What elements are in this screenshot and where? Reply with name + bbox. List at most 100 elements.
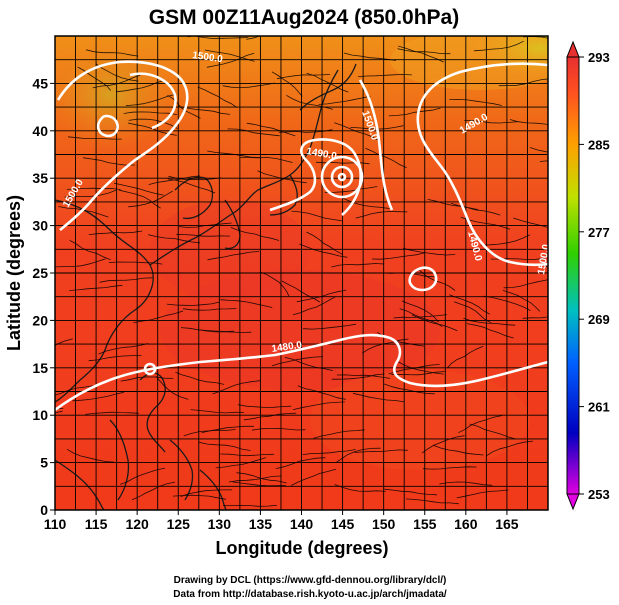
y-tick-label: 45 [32,75,48,91]
streamline [483,295,531,311]
streamline [331,263,385,268]
colorbar-tick-label: 285 [588,137,610,152]
contour-1490-east [416,62,548,267]
colorbar: 253 261 269 277 285 293 [566,40,610,511]
contour-low-center-3 [337,172,347,182]
y-tick-label: 35 [32,170,48,186]
streamline [148,234,201,244]
streamline [228,475,282,483]
streamline [176,233,231,237]
streamline [331,373,385,380]
streamline [542,262,548,268]
contour-low-east [408,266,438,292]
streamline [306,72,349,93]
contour-inner-nw [129,72,177,130]
streamline [220,299,273,308]
streamline [64,189,117,198]
streamline [125,94,176,107]
streamline [275,457,326,469]
streamline [469,423,517,440]
streamline [432,444,484,456]
x-axis-ticks: 110 115 120 125 130 135 140 145 150 155 160 165 [44,510,519,532]
credit-drawing: Drawing by DCL (https://www.gfd-dennou.o… [174,575,447,586]
streamline [119,189,161,209]
streamline [473,40,524,52]
streamline [86,49,139,57]
streamline [206,52,255,68]
streamline [240,157,293,163]
streamline [85,411,139,415]
streamline [199,441,251,451]
y-tick-label: 0 [40,502,48,518]
streamline [82,157,135,166]
streamline [123,111,177,115]
streamline [334,122,379,141]
streamline [284,357,333,371]
contour-1480-south [55,333,548,412]
colorbar-tick-label: 261 [588,400,610,415]
colorbar-tick-label: 277 [588,225,610,240]
x-tick-label: 155 [413,516,437,532]
streamline [120,376,174,382]
streamline [503,279,548,289]
credit-data: Data from http://database.rish.kyoto-u.a… [173,589,447,600]
streamline [222,82,276,89]
streamline [334,484,386,492]
streamline [405,498,459,505]
streamline [166,301,220,306]
streamline [302,323,357,330]
x-tick-label: 120 [125,516,149,532]
lat-lon-grid [55,36,548,510]
streamline [190,409,245,414]
colorbar-bottom-arrow [566,493,580,511]
contour-label: 1500.0 [192,50,224,65]
streamline [398,45,444,63]
y-tick-label: 5 [40,455,48,471]
streamline [115,80,166,93]
y-axis-ticks: 0 5 10 15 20 25 30 35 40 45 [32,75,55,518]
streamline [167,94,201,119]
contour-label: 1480.0 [271,340,303,355]
x-tick-label: 125 [167,516,191,532]
streamline [384,488,438,496]
x-tick-label: 165 [495,516,519,532]
streamline [182,308,237,311]
streamline [88,355,142,362]
streamline [259,271,290,297]
streamline [133,310,184,323]
contour-label: 1490.0 [305,146,337,162]
streamline [384,383,435,395]
streamline [391,371,445,376]
streamline [324,186,378,193]
y-tick-label: 10 [32,407,48,423]
streamline [276,74,331,80]
streamline [148,175,201,185]
streamline [396,360,444,375]
streamline [336,374,391,379]
streamline [449,294,490,315]
streamline [281,280,321,303]
x-tick-label: 130 [208,516,232,532]
streamline [243,412,297,421]
streamline [197,86,238,108]
streamline [167,178,216,194]
contour-1500-center [358,79,394,211]
streamline [120,467,166,485]
streamline [480,234,531,246]
streamline [358,74,412,77]
colorbar-tick-label: 253 [588,487,610,502]
streamline [388,107,441,117]
streamline [58,206,109,218]
streamline [230,227,280,241]
streamline [466,323,514,339]
streamline [411,314,458,332]
x-tick-label: 150 [372,516,396,532]
coastlines [55,63,357,510]
streamline [108,261,163,265]
streamline [365,147,407,168]
streamline [69,240,111,261]
x-tick-label: 145 [331,516,355,532]
streamline [513,217,548,228]
x-tick-label: 135 [249,516,273,532]
streamline [155,376,189,400]
